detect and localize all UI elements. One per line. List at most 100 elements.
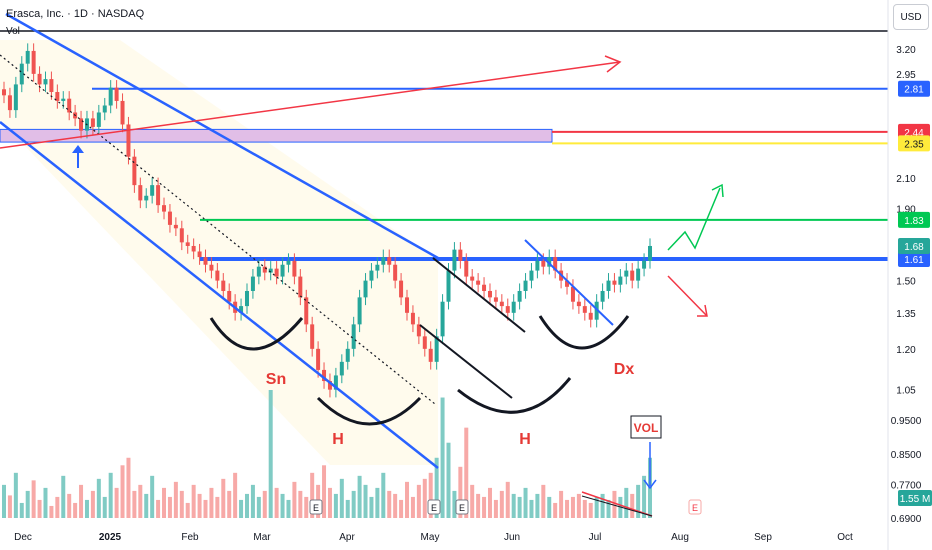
- volume-bar: [458, 466, 463, 518]
- volume-bar: [96, 478, 101, 518]
- channel-lower-line: [0, 121, 439, 469]
- level-badge-text: 1.83: [904, 216, 924, 227]
- candle-body: [203, 257, 208, 265]
- y-tick-label: 2.10: [896, 174, 916, 185]
- earnings-marker-text: E: [313, 503, 319, 513]
- volume-bar: [582, 499, 587, 518]
- candle-body: [523, 280, 528, 291]
- volume-bar: [493, 499, 498, 518]
- candle-body: [576, 301, 581, 307]
- y-tick-label: 1.05: [896, 386, 916, 397]
- candle-body: [405, 297, 410, 313]
- candle-body: [250, 276, 255, 291]
- volume-bar: [600, 493, 605, 518]
- earnings-marker-text: E: [459, 503, 465, 513]
- right-shoulder-curve: [538, 315, 630, 350]
- candle-body: [606, 280, 611, 291]
- volume-bar: [588, 502, 593, 518]
- candle: [582, 298, 587, 321]
- volume-bar: [167, 496, 172, 518]
- candle: [375, 257, 380, 279]
- candle: [126, 116, 131, 165]
- candle-body: [108, 87, 113, 106]
- candle-body: [357, 297, 362, 325]
- volume-indicator-label[interactable]: Vol: [6, 26, 20, 37]
- candle-body: [630, 270, 635, 281]
- black-trend-lower: [419, 324, 513, 399]
- candle-body: [132, 156, 137, 186]
- volume-bar: [505, 481, 510, 518]
- earnings-marker-box: [455, 499, 469, 515]
- candle-body: [624, 270, 629, 277]
- candle: [642, 253, 647, 277]
- candle-body: [120, 100, 125, 125]
- volume-bar: [179, 490, 184, 518]
- candle-body: [541, 260, 546, 267]
- level-badge: [898, 80, 930, 97]
- volume-bar: [345, 499, 350, 518]
- candle: [55, 84, 60, 109]
- volume-bar: [7, 495, 12, 518]
- volume-bar: [215, 496, 220, 518]
- candle: [322, 362, 327, 389]
- candle-body: [126, 124, 131, 157]
- currency-button[interactable]: USD: [893, 4, 929, 30]
- candle-body: [55, 92, 60, 101]
- candle: [523, 273, 528, 299]
- annotation-h-left: H: [332, 431, 344, 448]
- red-projection-arrow: [667, 275, 708, 317]
- left-shoulder-curve: [209, 317, 304, 351]
- volume-bar: [55, 496, 60, 518]
- volume-bar: [280, 493, 285, 518]
- candle-body: [322, 369, 327, 382]
- level-badge-text: 2.35: [904, 139, 924, 150]
- level-badge: [898, 211, 930, 228]
- candle-body: [19, 63, 24, 85]
- volume-bar: [156, 499, 161, 518]
- drawings-layer[interactable]: Sn H H Dx VOL E E E E: [0, 12, 724, 517]
- volume-bar: [221, 478, 226, 518]
- candle-body: [339, 361, 344, 376]
- volume-bar: [31, 480, 36, 518]
- candle-body: [505, 306, 510, 313]
- candle-body: [43, 79, 48, 85]
- volume-bar: [487, 487, 492, 518]
- volume-bar: [209, 487, 214, 518]
- candle-body: [511, 301, 516, 313]
- volume-bar: [90, 490, 95, 518]
- candle-body: [476, 280, 481, 285]
- candle: [185, 234, 190, 254]
- volume-bar: [310, 472, 315, 518]
- candle: [162, 197, 167, 220]
- candle: [511, 294, 516, 321]
- volume-bar: [19, 502, 24, 518]
- candle: [452, 242, 457, 279]
- volume-bar: [410, 496, 415, 518]
- y-tick-label: 2.95: [896, 70, 916, 81]
- volume-bar: [636, 484, 641, 518]
- volume-bar: [594, 496, 599, 518]
- candle-body: [387, 257, 392, 265]
- candle: [37, 66, 42, 93]
- volume-bar: [120, 465, 125, 518]
- candle: [345, 341, 350, 370]
- annotation-vol: VOL: [634, 421, 659, 435]
- symbol-header[interactable]: Erasca, Inc. · 1D · NASDAQ: [6, 8, 145, 20]
- candle: [316, 341, 321, 378]
- volume-bar: [541, 484, 546, 518]
- candle: [529, 263, 534, 289]
- volume-bar: [428, 472, 433, 518]
- blue-trend-short: [524, 239, 614, 326]
- y-tick-label: 0.6900: [891, 514, 922, 525]
- candle: [43, 71, 48, 93]
- candle-body: [221, 280, 226, 291]
- candle: [304, 289, 309, 333]
- x-tick-label: Jul: [589, 532, 602, 543]
- volume-bar: [233, 472, 238, 518]
- candle: [256, 259, 261, 285]
- candle: [167, 204, 172, 233]
- candle: [203, 249, 208, 273]
- volume-badge-text: 1.55 M: [900, 494, 931, 505]
- candle: [244, 283, 249, 314]
